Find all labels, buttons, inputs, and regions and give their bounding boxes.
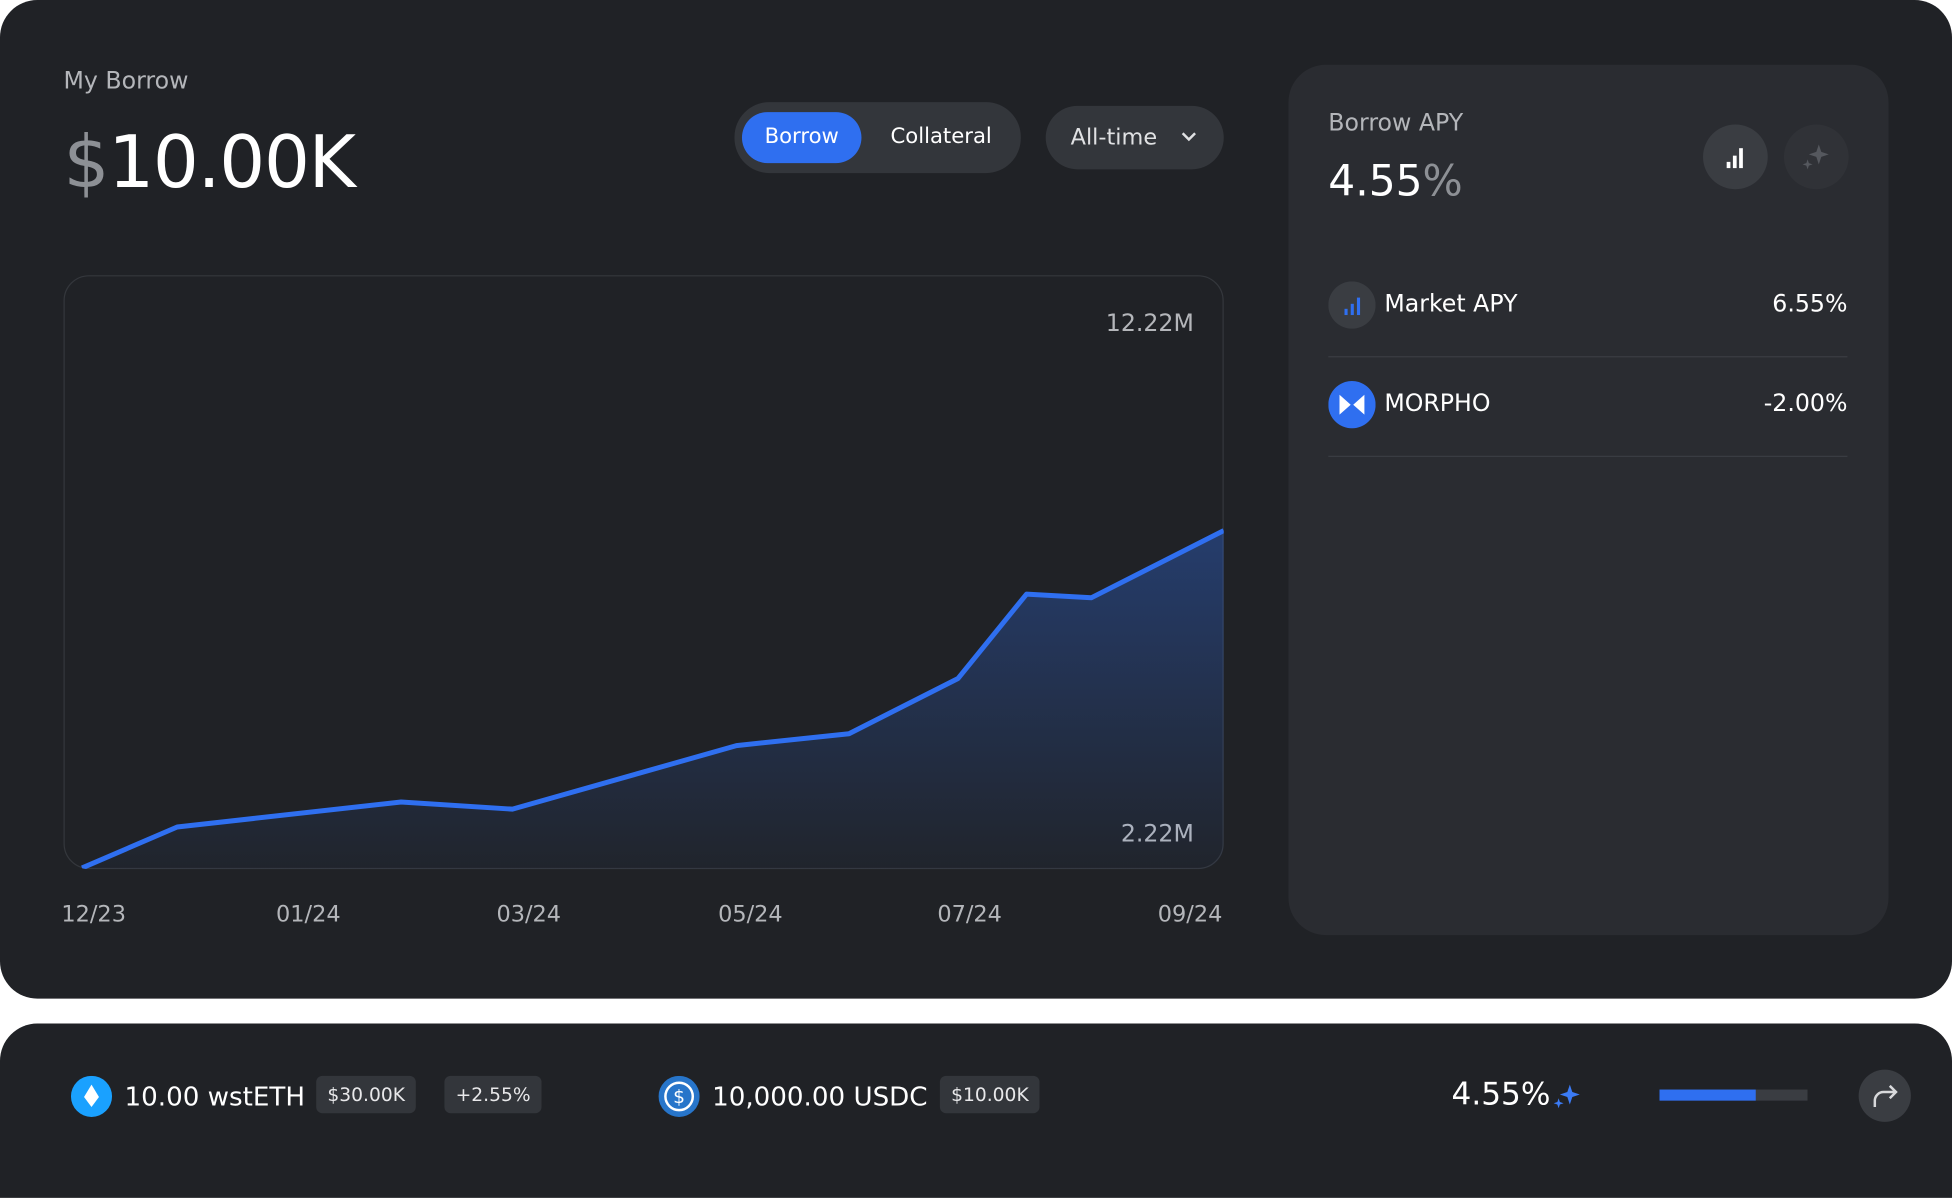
- position-bar: 10.00 wstETH $30.00K +2.55% $ 10,000.00 …: [0, 1023, 1952, 1198]
- row-value: 6.55%: [1772, 290, 1848, 318]
- borrow-card: My Borrow $10.00K Borrow Collateral All-…: [0, 0, 1952, 999]
- progress-fill: [1659, 1089, 1756, 1101]
- sparkle-icon: [1553, 1084, 1580, 1109]
- tab-group: Borrow Collateral: [734, 102, 1021, 174]
- chart: 12.22M2.22M12/2301/2403/2405/2407/2409/2…: [61, 275, 1224, 927]
- market-row: Market APY 6.55%: [1328, 257, 1848, 358]
- collateral-usd: $30.00K: [316, 1075, 417, 1114]
- x-tick-label: 09/24: [1158, 901, 1223, 927]
- apy-unit: %: [1422, 156, 1463, 207]
- loan-usd: $10.00K: [939, 1075, 1040, 1114]
- x-tick-label: 01/24: [276, 901, 341, 927]
- apy-value: 4.55%: [1328, 157, 1462, 207]
- currency: $: [63, 119, 109, 205]
- wsteth-icon: [70, 1075, 113, 1117]
- sparkle-button[interactable]: [1783, 124, 1849, 190]
- x-tick-label: 12/23: [61, 901, 126, 927]
- loan-amount: 10,000.00 USDC: [712, 1082, 928, 1112]
- range-select[interactable]: All-time: [1045, 105, 1224, 170]
- morpho-icon: [1328, 381, 1376, 429]
- action-button[interactable]: [1858, 1069, 1911, 1122]
- row-value: -2.00%: [1763, 389, 1848, 418]
- progress: [1659, 1089, 1808, 1101]
- row-label: MORPHO: [1384, 389, 1491, 418]
- apy-title: Borrow APY: [1328, 109, 1464, 137]
- morpho-row: MORPHO -2.00%: [1328, 356, 1848, 457]
- usdc-icon: $: [658, 1075, 700, 1117]
- chevron: [1181, 132, 1196, 142]
- x-tick-label: 07/24: [937, 901, 1002, 927]
- svg-text:$: $: [673, 1087, 685, 1108]
- tab-borrow[interactable]: Borrow: [741, 112, 862, 164]
- apy-number: 4.55: [1328, 156, 1423, 207]
- line: [81, 528, 1224, 870]
- collateral-change: +2.55%: [444, 1075, 542, 1114]
- row-label: Market APY: [1384, 290, 1518, 318]
- range-label: All-time: [1070, 124, 1158, 151]
- footer-apy: 4.55%: [1451, 1075, 1551, 1112]
- market-icon: [1328, 281, 1376, 329]
- y-tick-label: 12.22M: [1106, 309, 1194, 337]
- apy-panel: Borrow APY 4.55% Market APY 6.55% MORPHO…: [1288, 64, 1889, 936]
- title: My Borrow: [63, 67, 189, 95]
- area: [82, 530, 1224, 870]
- x-tick-label: 05/24: [718, 901, 783, 927]
- chart-button[interactable]: [1703, 124, 1768, 190]
- amount: $10.00K: [63, 119, 356, 205]
- tab-collateral[interactable]: Collateral: [890, 124, 992, 150]
- collateral-amount: 10.00 wstETH: [124, 1082, 306, 1112]
- x-tick-label: 03/24: [496, 901, 561, 927]
- amount-value: 10.00K: [108, 119, 356, 205]
